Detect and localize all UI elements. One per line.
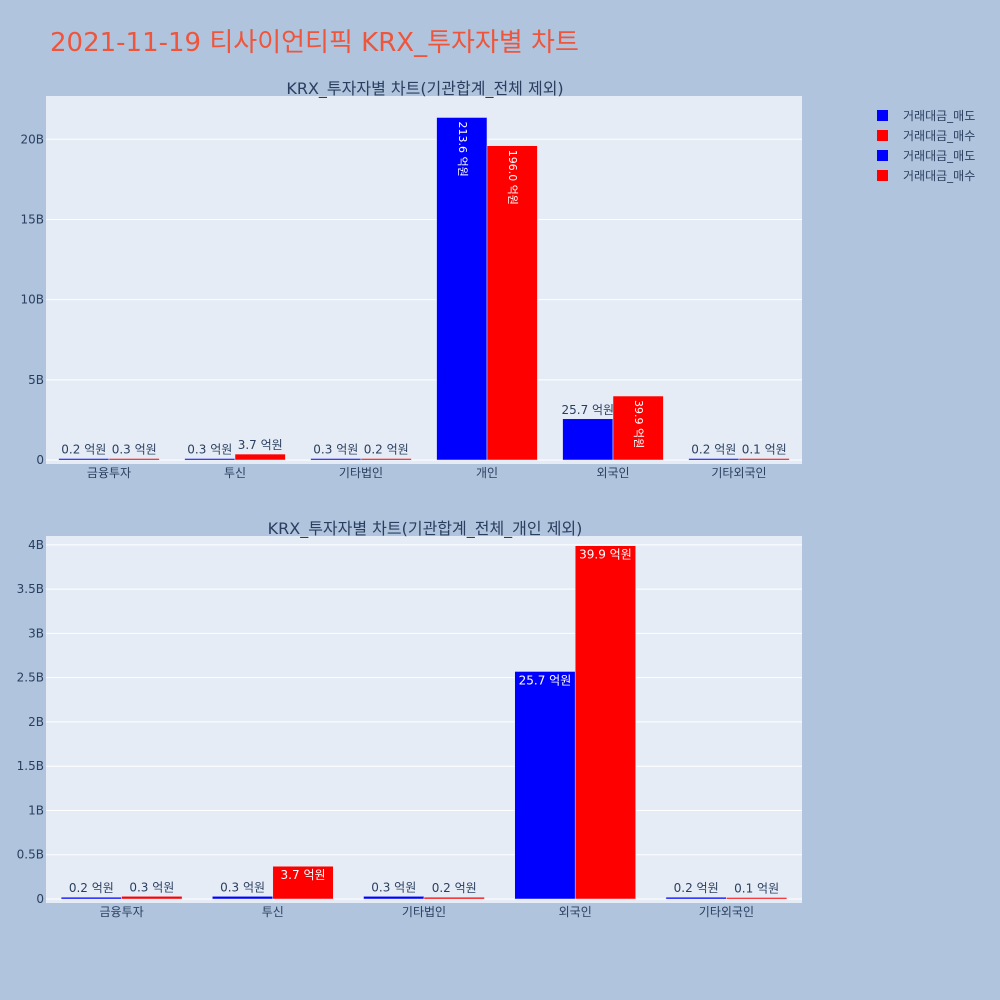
y-tick-label: 0 — [36, 453, 44, 467]
bar[interactable] — [612, 395, 664, 461]
y-tick-label: 0.5B — [17, 848, 44, 862]
chart-top: 0 5B 10B 15B 20B KRX_투자자별 차트(기관합계_전체 제외) 금융투자 0… — [20, 79, 802, 480]
bar-label: 196.0 억원 — [506, 150, 519, 205]
y-tick-label: 5B — [28, 373, 44, 387]
legend-swatch[interactable] — [877, 150, 888, 161]
x-tick-label: 금융투자 — [87, 466, 131, 480]
legend-label[interactable]: 거래대금_매도 — [903, 149, 975, 163]
bar[interactable] — [738, 458, 790, 461]
plot-area — [46, 536, 802, 903]
bar[interactable] — [58, 458, 110, 461]
bar-label: 0.2 억원 — [432, 881, 477, 895]
bar-label: 0.2 억원 — [674, 881, 719, 895]
bar[interactable] — [184, 458, 236, 461]
x-tick-label: 기타외국인 — [711, 466, 766, 480]
y-tick-label: 20B — [20, 132, 44, 146]
legend-label[interactable]: 거래대금_매수 — [903, 129, 975, 143]
bar-label: 0.3 억원 — [371, 880, 416, 894]
y-tick-label: 0 — [36, 892, 44, 906]
bar[interactable] — [436, 117, 488, 461]
chart-title: KRX_투자자별 차트(기관합계_전체_개인 제외) — [268, 519, 583, 539]
chart-title: KRX_투자자별 차트(기관합계_전체 제외) — [286, 79, 563, 99]
bar[interactable] — [234, 453, 286, 461]
bar[interactable] — [665, 896, 727, 900]
bar-label: 0.2 억원 — [69, 881, 114, 895]
bar[interactable] — [363, 896, 425, 900]
bar-label: 0.2 억원 — [691, 443, 736, 457]
x-tick-label: 투신 — [224, 466, 246, 480]
bar-label: 25.7 억원 — [561, 403, 614, 417]
y-tick-label: 3B — [28, 626, 44, 640]
y-tick-label: 1.5B — [17, 759, 44, 773]
x-tick-label: 기타법인 — [402, 905, 446, 919]
x-tick-label: 외국인 — [559, 905, 592, 919]
plot-area — [46, 96, 802, 464]
y-tick-label: 1B — [28, 803, 44, 817]
bar-label: 213.6 억원 — [456, 121, 469, 176]
y-tick-label: 4B — [28, 538, 44, 552]
x-tick-label: 투신 — [262, 905, 284, 919]
page-title: 2021-11-19 티사이언티픽 KRX_투자자별 차트 — [50, 28, 579, 58]
y-tick-label: 10B — [20, 293, 44, 307]
bar[interactable] — [514, 671, 576, 900]
bar[interactable] — [121, 896, 183, 900]
bar-label: 39.9 억원 — [579, 548, 632, 562]
y-tick-label: 2.5B — [17, 671, 44, 685]
bar-label: 0.1 억원 — [742, 443, 787, 457]
chart-bottom: 0 0.5B 1B 1.5B 2B 2.5B 3B 3.5B 4B KRX_투자자별 차트(기관합… — [17, 519, 802, 919]
legend-swatch[interactable] — [877, 130, 888, 141]
bar[interactable] — [726, 897, 788, 900]
bar[interactable] — [562, 418, 614, 461]
y-tick-label: 15B — [20, 212, 44, 226]
bar-label: 0.3 억원 — [129, 880, 174, 894]
bar-label: 3.7 억원 — [238, 438, 283, 452]
bar[interactable] — [310, 458, 362, 461]
bar-label: 0.3 억원 — [220, 880, 265, 894]
bar[interactable] — [486, 145, 538, 461]
bar-label: 0.3 억원 — [112, 443, 157, 457]
y-tick-label: 2B — [28, 715, 44, 729]
bar-label: 39.9 억원 — [632, 400, 645, 448]
bar[interactable] — [272, 865, 334, 900]
bar[interactable] — [60, 896, 122, 900]
bar[interactable] — [423, 896, 485, 900]
bar-label: 0.3 억원 — [187, 443, 232, 457]
legend-label[interactable]: 거래대금_매도 — [903, 109, 975, 123]
bar-label: 3.7 억원 — [281, 868, 326, 882]
legend-swatch[interactable] — [877, 110, 888, 121]
x-tick-label: 외국인 — [596, 466, 629, 480]
y-tick-label: 3.5B — [17, 582, 44, 596]
x-tick-label: 금융투자 — [100, 905, 144, 919]
legend-label[interactable]: 거래대금_매수 — [903, 169, 975, 183]
bar-label: 0.3 억원 — [313, 443, 358, 457]
x-tick-label: 기타법인 — [339, 466, 383, 480]
bar-label: 0.2 억원 — [364, 443, 409, 457]
bar[interactable] — [574, 545, 636, 900]
bar[interactable] — [108, 458, 160, 461]
legend-swatch[interactable] — [877, 170, 888, 181]
bar-label: 0.1 억원 — [734, 882, 779, 896]
bar[interactable] — [360, 458, 412, 461]
bar[interactable] — [688, 458, 740, 461]
x-tick-label: 기타외국인 — [699, 905, 754, 919]
bar[interactable] — [212, 896, 274, 900]
bar-label: 0.2 억원 — [61, 443, 106, 457]
bar-label: 25.7 억원 — [519, 673, 572, 687]
x-tick-label: 개인 — [476, 466, 498, 480]
